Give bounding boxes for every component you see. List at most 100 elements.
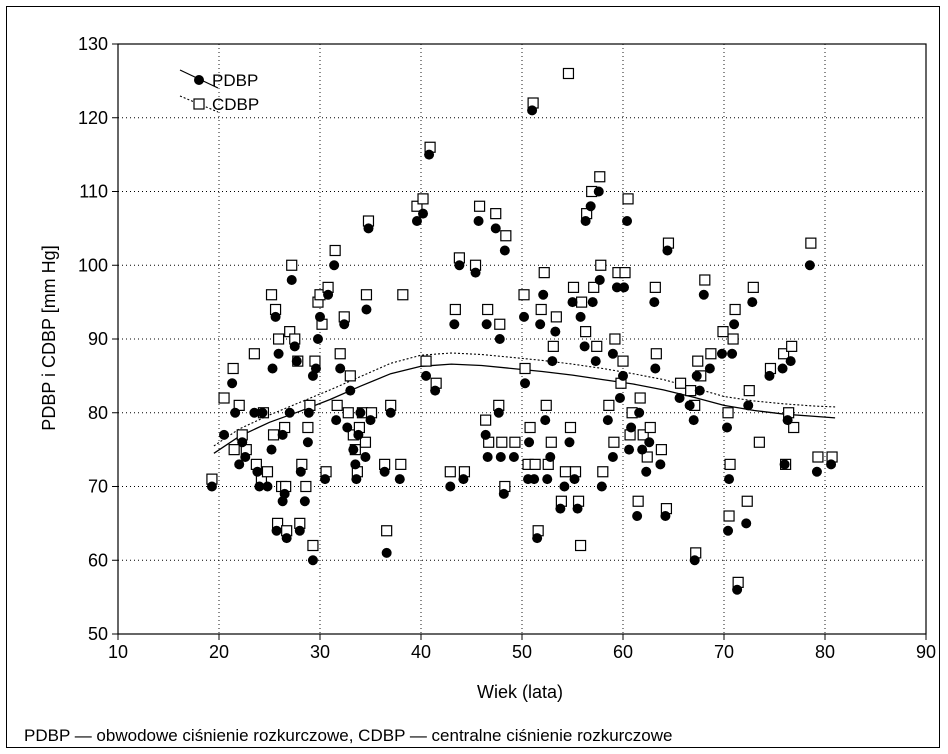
cdbp-point (812, 451, 824, 463)
cdbp-point (420, 355, 432, 367)
pdbp-series (206, 105, 837, 595)
legend-pdbp-marker (194, 75, 204, 85)
y-axis-title: PDBP i CDBP [mm Hg] (39, 245, 59, 430)
x-axis-title: Wiek (lata) (477, 682, 563, 702)
pdbp-point (493, 407, 504, 418)
legend-cdbp-marker (193, 98, 205, 110)
pdbp-point (587, 297, 598, 308)
grid (118, 44, 926, 634)
pdbp-point (237, 437, 248, 448)
pdbp-point (779, 459, 790, 470)
cdbp-point (753, 436, 765, 448)
pdbp-point (323, 289, 334, 300)
cdbp-point (331, 399, 343, 411)
pdbp-point (732, 584, 743, 595)
cdbp-point (550, 311, 562, 323)
cdbp-point (567, 281, 580, 293)
cdbp-point (482, 303, 494, 316)
pdbp-point (684, 400, 695, 411)
pdbp-point (723, 525, 734, 536)
cdbp-point (609, 333, 621, 345)
pdbp-point (559, 481, 570, 492)
x-tick-label: 50 (512, 642, 532, 662)
pdbp-point (445, 481, 456, 492)
cdbp-point (786, 340, 798, 352)
cdbp-point (300, 480, 312, 493)
cdbp-point (574, 539, 587, 552)
cdbp-point (637, 429, 649, 441)
pdbp-point (320, 474, 331, 485)
scatter-chart: 10 20 30 40 50 60 70 80 90 50 60 70 80 90 100 110 120 130… (39, 34, 936, 702)
pdbp-point (644, 437, 655, 448)
cdbp-point (490, 208, 502, 220)
pdbp-point (691, 370, 702, 381)
pdbp-point (747, 297, 758, 308)
pdbp-point (266, 444, 277, 455)
pdbp-point (572, 503, 583, 514)
pdbp-point (385, 407, 396, 418)
pdbp-point (777, 363, 788, 374)
pdbp-point (281, 533, 292, 544)
pdbp-point (289, 341, 300, 352)
pdbp-point (206, 481, 217, 492)
pdbp-point (782, 415, 793, 426)
caption-footnote: PDBP — obwodowe ciśnienie rozkurczowe, C… (24, 726, 673, 745)
pdbp-point (508, 452, 519, 462)
pdbp-point (688, 415, 699, 426)
x-tick-label: 80 (815, 642, 835, 662)
pdbp-point (542, 474, 553, 485)
pdbp-point (722, 422, 733, 433)
pdbp-point (811, 466, 822, 477)
cdbp-point (674, 377, 687, 389)
cdbp-point (535, 303, 547, 316)
cdbp-point (218, 392, 230, 404)
cdbp-point (494, 318, 506, 330)
cdbp-point (519, 362, 531, 375)
pdbp-point (611, 282, 622, 293)
pdbp-point (227, 378, 238, 389)
cdbp-point (597, 466, 609, 478)
cdbp-point (692, 355, 704, 367)
pdbp-point (254, 481, 265, 492)
pdbp-point (575, 311, 586, 322)
pdbp-point (614, 393, 625, 403)
pdbp-point (529, 474, 540, 485)
pdbp-point (569, 474, 580, 485)
cdbp-point (562, 67, 575, 80)
pdbp-point (381, 547, 392, 558)
cdbp-point (342, 407, 354, 419)
pdbp-point (294, 525, 305, 536)
pdbp-point (270, 311, 281, 322)
pdbp-point (473, 216, 484, 226)
pdbp-point (302, 437, 313, 448)
cdbp-point (595, 259, 607, 271)
cdbp-point (248, 348, 260, 360)
pdbp-point (394, 474, 405, 485)
pdbp-point (355, 407, 366, 418)
pdbp-point (550, 326, 561, 337)
cdbp-point (685, 385, 697, 397)
pdbp-point (729, 319, 740, 330)
cdbp-point (580, 326, 592, 338)
cdbp-point (575, 296, 588, 308)
pdbp-point (342, 422, 353, 433)
cdbp-point (509, 436, 521, 448)
cdbp-point (591, 340, 603, 352)
cdbp-point (529, 458, 541, 470)
cdbp-point (594, 171, 606, 183)
pdbp-point (649, 297, 660, 308)
cdbp-point (307, 539, 319, 552)
pdbp-point (329, 260, 340, 271)
cdbp-point (617, 355, 629, 367)
cdbp-point (729, 303, 741, 316)
pdbp-point (547, 356, 558, 367)
x-tick-label: 70 (714, 642, 734, 662)
pdbp-point (694, 385, 705, 396)
cdbp-point (417, 193, 429, 205)
legend: PDBP CDBP (179, 69, 259, 114)
x-tick-label: 30 (310, 642, 330, 662)
cdbp-point (619, 267, 631, 279)
pdbp-point (704, 363, 715, 374)
pdbp-point (660, 511, 671, 521)
legend-pdbp-label: PDBP (212, 71, 258, 90)
